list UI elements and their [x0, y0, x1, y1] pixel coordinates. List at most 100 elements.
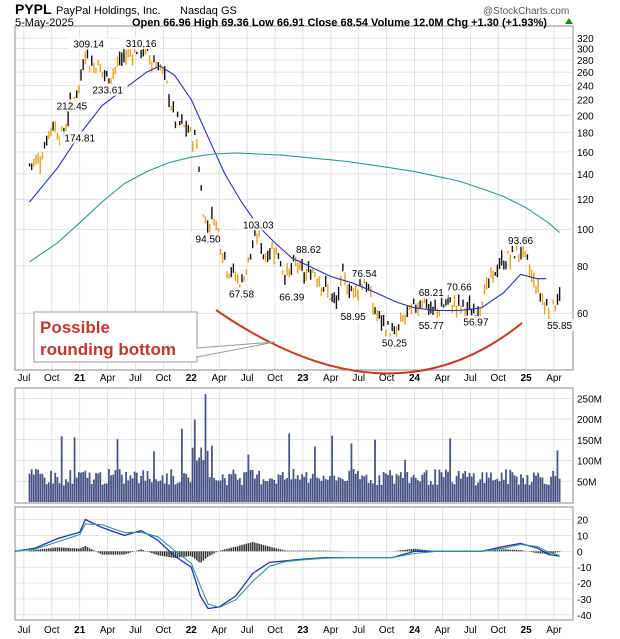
- price-label-bg: [347, 267, 382, 280]
- price-label-bg: [377, 336, 412, 349]
- x-tick-label: Oct: [379, 373, 395, 384]
- osc-tick-label: -30: [577, 595, 592, 606]
- price-label-bg: [336, 310, 371, 323]
- price-label: 94.50: [196, 235, 221, 246]
- osc-tick-label: 20: [577, 516, 589, 527]
- x-tick-label: Oct: [44, 625, 60, 636]
- x-tick-label: Oct: [490, 373, 506, 384]
- x-tick-label: 22: [186, 625, 198, 636]
- price-label: 174.81: [64, 133, 95, 144]
- price-series: 212.45 174.81 309.14 233.61 310.16 94.50 67.58…: [28, 37, 577, 349]
- x-tick-label: Apr: [100, 625, 116, 636]
- x-tick-label: Apr: [546, 373, 562, 384]
- osc-tick-label: 0: [577, 547, 583, 558]
- exchange-name: Nasdaq GS: [180, 5, 237, 17]
- price-tick-label: 180: [577, 129, 594, 140]
- ticker-symbol: PYPL: [15, 1, 52, 17]
- up-triangle-icon: [565, 18, 573, 24]
- volume-tick-label: 100M: [577, 457, 602, 468]
- x-tick-label: Jul: [464, 373, 477, 384]
- price-tick-label: 320: [577, 34, 594, 45]
- price-label: 76.54: [352, 269, 377, 280]
- x-tick-label: Jul: [129, 625, 142, 636]
- volume-tick-label: 200M: [577, 415, 602, 426]
- price-label-bg: [274, 290, 309, 303]
- x-tick-label: 21: [74, 373, 86, 384]
- x-tick-label: Jul: [18, 373, 31, 384]
- x-tick-label: Oct: [156, 625, 172, 636]
- price-label: 88.62: [296, 245, 321, 256]
- price-label-bg: [191, 232, 226, 245]
- price-label: 93.66: [508, 236, 533, 247]
- annotation-text-line1: Possible: [40, 318, 110, 337]
- price-label-bg: [542, 319, 577, 332]
- grid-lines: [15, 27, 573, 619]
- company-name: PayPal Holdings, Inc.: [56, 5, 161, 17]
- price-tick-label: 280: [577, 56, 594, 67]
- x-tick-label: Apr: [546, 625, 562, 636]
- price-label: 212.45: [57, 101, 88, 112]
- price-label: 58.95: [341, 312, 366, 323]
- price-label: 68.21: [419, 288, 444, 299]
- x-tick-label: Oct: [267, 625, 283, 636]
- price-label-bg: [503, 233, 538, 246]
- x-tick-label: Apr: [435, 625, 451, 636]
- volume-tick-label: 250M: [577, 394, 602, 405]
- quote-line: Open 66.96 High 69.36 Low 66.91 Close 68…: [132, 17, 547, 29]
- x-tick-label: Apr: [211, 373, 227, 384]
- x-tick-label: 23: [297, 625, 309, 636]
- annotation-box: [33, 311, 198, 363]
- oscillator-series: [14, 518, 561, 610]
- price-label: 67.58: [229, 290, 254, 301]
- price-label-bg: [68, 37, 109, 50]
- x-tick-label: Jul: [352, 373, 365, 384]
- price-label-bg: [51, 99, 92, 112]
- x-tick-label: 23: [297, 373, 309, 384]
- price-label-bg: [291, 243, 326, 256]
- x-tick-label: Jul: [241, 625, 254, 636]
- ma-fast-line: [29, 65, 547, 312]
- price-label-bg: [414, 319, 449, 332]
- price-label-bg: [224, 287, 259, 300]
- x-tick-label: 21: [74, 625, 86, 636]
- x-tick-label: Jul: [241, 373, 254, 384]
- price-tick-label: 140: [577, 170, 594, 181]
- x-tick-label: 24: [409, 373, 421, 384]
- price-tick-label: 200: [577, 111, 594, 122]
- price-tick-label: 240: [577, 81, 594, 92]
- price-label-bg: [238, 218, 279, 231]
- x-tick-label: 22: [186, 373, 198, 384]
- x-tick-label: Oct: [44, 373, 60, 384]
- signal-line: [14, 523, 560, 608]
- price-label-bg: [458, 315, 493, 328]
- axis-labels: 3203002802602402202001801601401201008060…: [18, 34, 602, 636]
- oscillator-panel: [14, 506, 574, 621]
- price-label: 50.25: [382, 338, 407, 349]
- price-tick-label: 220: [577, 96, 594, 107]
- annotation-text-line2: rounding bottom: [40, 340, 176, 359]
- osc-tick-label: -20: [577, 579, 592, 590]
- price-label-bg: [414, 286, 449, 299]
- price-label: 55.77: [419, 321, 444, 332]
- price-label: 56.97: [463, 318, 488, 329]
- price-label-bg: [442, 280, 477, 293]
- x-tick-label: Jul: [129, 373, 142, 384]
- quote-date: 5-May-2025: [15, 17, 74, 29]
- x-tick-label: 25: [521, 625, 533, 636]
- price-label: 55.85: [547, 321, 572, 332]
- price-label: 233.61: [92, 86, 123, 97]
- x-tick-label: Apr: [435, 373, 451, 384]
- price-label: 309.14: [73, 40, 104, 51]
- x-tick-label: Oct: [267, 373, 283, 384]
- watermark: @StockCharts.com: [483, 6, 569, 17]
- x-tick-label: Oct: [156, 373, 172, 384]
- osc-tick-label: -40: [577, 611, 592, 622]
- x-tick-label: Oct: [379, 625, 395, 636]
- rounding-bottom-curve: [215, 309, 523, 375]
- x-tick-label: Oct: [490, 625, 506, 636]
- x-tick-label: Apr: [323, 373, 339, 384]
- x-tick-label: Jul: [18, 625, 31, 636]
- price-label: 66.39: [279, 293, 304, 304]
- volume-tick-label: 150M: [577, 436, 602, 447]
